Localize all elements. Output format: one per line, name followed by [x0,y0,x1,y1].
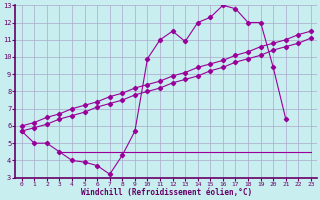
X-axis label: Windchill (Refroidissement éolien,°C): Windchill (Refroidissement éolien,°C) [81,188,252,197]
